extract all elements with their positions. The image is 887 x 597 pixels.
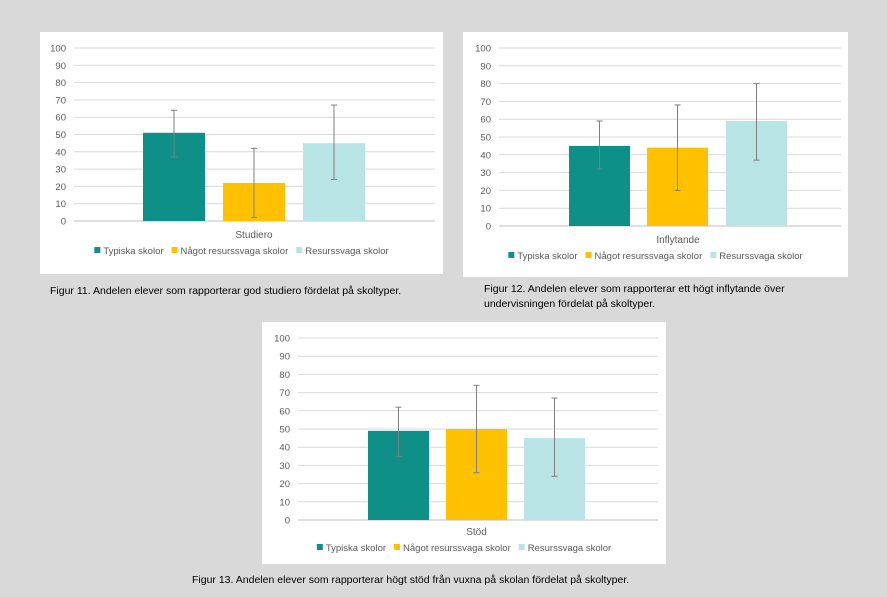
y-tick-label: 10 [279, 497, 290, 508]
y-tick-label: 30 [55, 165, 66, 176]
y-tick-label: 80 [279, 370, 290, 381]
chart-fig12: 0 10 20 30 40 50 60 70 80 90 100 Inflytande Typiska … [463, 32, 848, 277]
caption-fig12: Figur 12. Andelen elever som rapporterar… [484, 283, 785, 310]
y-tick-label: 50 [480, 133, 491, 144]
y-tick-label: 80 [55, 78, 66, 89]
y-tick-label: 70 [55, 95, 66, 106]
y-tick-label: 30 [279, 461, 290, 472]
legend-swatch [171, 247, 178, 253]
y-tick-label: 20 [55, 182, 66, 193]
category-label: Inflytande [656, 235, 700, 246]
legend-label: Resurssvaga skolor [528, 543, 611, 554]
y-tick-label: 60 [279, 406, 290, 417]
y-tick-label: 70 [279, 388, 290, 399]
caption-fig13: Figur 13. Andelen elever som rapporterar… [192, 574, 630, 586]
legend-swatch [316, 544, 323, 550]
category-label: Stöd [466, 527, 487, 538]
y-tick-label: 40 [480, 150, 491, 161]
y-tick-label: 90 [55, 61, 66, 72]
legend-swatch [94, 247, 101, 253]
legend: Typiska skolor Något resurssvaga skolor Re… [94, 246, 389, 257]
y-tick-label: 10 [480, 204, 491, 215]
legend-swatch [518, 544, 525, 550]
legend-swatch [585, 252, 592, 258]
y-tick-label: 100 [475, 44, 491, 55]
category-label: Studiero [235, 230, 273, 241]
y-tick-label: 10 [55, 199, 66, 210]
y-tick-label: 50 [279, 425, 290, 436]
legend-label: Resurssvaga skolor [305, 246, 388, 257]
legend-label: Resurssvaga skolor [719, 251, 802, 262]
y-tick-label: 90 [480, 61, 491, 72]
y-tick-label: 30 [480, 168, 491, 179]
caption-fig11: Figur 11. Andelen elever som rapporterar… [50, 285, 402, 297]
chart-fig13: 0 10 20 30 40 50 60 70 80 90 100 Stöd Typiska skolor… [262, 322, 666, 564]
legend: Typiska skolor Något resurssvaga skolor Re… [316, 543, 611, 554]
y-tick-label: 80 [480, 79, 491, 90]
y-tick-label: 20 [279, 479, 290, 490]
y-tick-label: 40 [279, 443, 290, 454]
legend-label: Något resurssvaga skolor [595, 251, 703, 262]
chart-fig12-svg: 0 10 20 30 40 50 60 70 80 90 100 Inflytande Typiska … [475, 44, 841, 262]
y-tick-label: 20 [480, 186, 491, 197]
y-tick-label: 0 [61, 217, 66, 228]
legend-label: Typiska skolor [326, 543, 386, 554]
legend: Typiska skolor Något resurssvaga skolor Re… [508, 251, 803, 262]
legend-label: Något resurssvaga skolor [403, 543, 511, 554]
chart-fig11: 0 10 20 30 40 50 60 70 80 90 100 Studiero Typiska sk… [40, 32, 443, 274]
legend-label: Typiska skolor [517, 251, 577, 262]
chart-fig11-svg: 0 10 20 30 40 50 60 70 80 90 100 Studiero Typiska sk… [50, 44, 435, 257]
y-tick-label: 50 [55, 130, 66, 141]
y-tick-label: 60 [480, 115, 491, 126]
y-tick-label: 100 [50, 44, 66, 55]
legend-swatch [296, 247, 303, 253]
y-tick-label: 100 [274, 334, 290, 345]
legend-swatch [394, 544, 401, 550]
legend-label: Något resurssvaga skolor [181, 246, 289, 257]
y-tick-label: 0 [285, 516, 290, 527]
y-tick-label: 90 [279, 352, 290, 363]
y-tick-label: 0 [486, 222, 491, 233]
legend-swatch [710, 252, 717, 258]
y-tick-label: 40 [55, 147, 66, 158]
chart-fig13-svg: 0 10 20 30 40 50 60 70 80 90 100 Stöd Typiska skolor… [274, 334, 658, 554]
legend-label: Typiska skolor [103, 246, 163, 257]
legend-swatch [508, 252, 515, 258]
y-tick-label: 70 [480, 97, 491, 108]
y-tick-label: 60 [55, 113, 66, 124]
